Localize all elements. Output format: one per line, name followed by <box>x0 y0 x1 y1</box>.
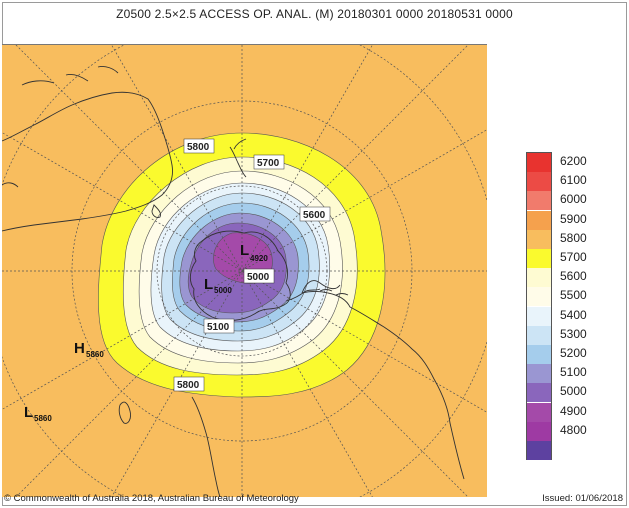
contour-labels: 5800 5700 5600 5000 5100 5800 <box>173 138 331 392</box>
legend-swatch <box>527 229 551 249</box>
label-box <box>203 318 235 334</box>
legend-label: 5700 <box>560 250 587 264</box>
legend-swatch <box>527 325 551 345</box>
australia-coastline <box>2 91 173 232</box>
antarctica-coastline <box>189 230 291 321</box>
indonesia-coastline <box>2 66 119 188</box>
label-box <box>299 206 331 222</box>
geopotential-map: 5800 5700 5600 5000 5100 5800 L 4920 L 5… <box>2 44 487 497</box>
contour-label-5100: 5100 <box>207 322 230 333</box>
legend-label: 5500 <box>560 288 587 303</box>
madagascar-coastline <box>118 401 131 424</box>
low-west-letter: L <box>204 276 213 293</box>
legend-label: 5800 <box>560 230 587 245</box>
issued-date: Issued: 01/06/2018 <box>542 493 623 504</box>
legend-label: 5000 <box>560 384 587 399</box>
legend-swatch <box>527 287 551 307</box>
legend-label: 4900 <box>560 403 587 418</box>
meridian-line <box>15 45 469 497</box>
legend-label: 5300 <box>560 326 587 341</box>
pressure-systems: L 4920 L 5000 H 5860 L 5860 <box>24 242 268 423</box>
legend-swatch <box>527 402 551 422</box>
contour-label-5700: 5700 <box>257 158 280 169</box>
low-centre-letter: L <box>240 242 249 259</box>
legend-label: 6200 <box>560 154 587 168</box>
legend-swatch <box>527 191 551 211</box>
contour-label-5600: 5600 <box>303 210 326 221</box>
low-centre-value: 4920 <box>250 254 268 263</box>
low-southwest-letter: L <box>24 404 33 421</box>
legend-swatch <box>527 306 551 326</box>
legend-swatch <box>527 421 551 441</box>
contour-label-5800-top: 5800 <box>187 142 210 153</box>
high-value: 5860 <box>86 350 104 359</box>
legend-label: 6100 <box>560 173 587 188</box>
high-letter: H <box>74 340 85 357</box>
copyright-notice: © Commonwealth of Australia 2018, Austra… <box>4 493 299 504</box>
legend-swatch <box>527 172 551 192</box>
contour-label-5800-bottom: 5800 <box>177 380 200 391</box>
south-america-coastline <box>301 280 465 480</box>
low-southwest-value: 5860 <box>34 414 52 423</box>
tasmania-coastline <box>151 204 161 218</box>
legend-swatch <box>527 249 551 268</box>
antarctic-peninsula-coastline <box>285 288 321 302</box>
legend-label: 5900 <box>560 211 587 226</box>
label-box <box>253 154 285 170</box>
legend-label: 5400 <box>560 307 587 322</box>
legend-swatch <box>527 364 551 384</box>
contour-label-5000: 5000 <box>247 272 270 283</box>
graticule <box>2 45 487 497</box>
scotia-islands-coastline <box>319 289 349 296</box>
legend-label: 4800 <box>560 422 587 437</box>
legend-swatch <box>527 441 551 460</box>
legend-swatch <box>527 345 551 364</box>
label-box <box>173 376 205 392</box>
label-box <box>243 268 275 284</box>
legend-label: 5200 <box>560 346 587 360</box>
label-box <box>183 138 215 154</box>
new-zealand-coastline <box>229 138 247 178</box>
legend-swatch <box>527 268 551 288</box>
legend-swatch <box>527 153 551 172</box>
map-title: Z0500 2.5×2.5 ACCESS OP. ANAL. (M) 20180… <box>116 7 513 21</box>
legend-label: 5100 <box>560 365 587 380</box>
legend-label: 5600 <box>560 269 587 284</box>
legend-swatch <box>527 210 551 230</box>
low-west-value: 5000 <box>214 286 232 295</box>
meridian-line <box>15 45 469 497</box>
legend-swatch <box>527 383 551 403</box>
africa-coastline <box>191 396 221 497</box>
colour-legend <box>526 152 552 460</box>
meridian-line <box>2 129 487 410</box>
coastlines <box>2 66 465 497</box>
legend-labels: 6200 6100 6000 5900 5800 5700 5600 5500 5400 5300… <box>560 152 620 460</box>
legend-label: 6000 <box>560 192 587 207</box>
map-canvas: 5800 5700 5600 5000 5100 5800 L 4920 L 5… <box>2 45 487 497</box>
